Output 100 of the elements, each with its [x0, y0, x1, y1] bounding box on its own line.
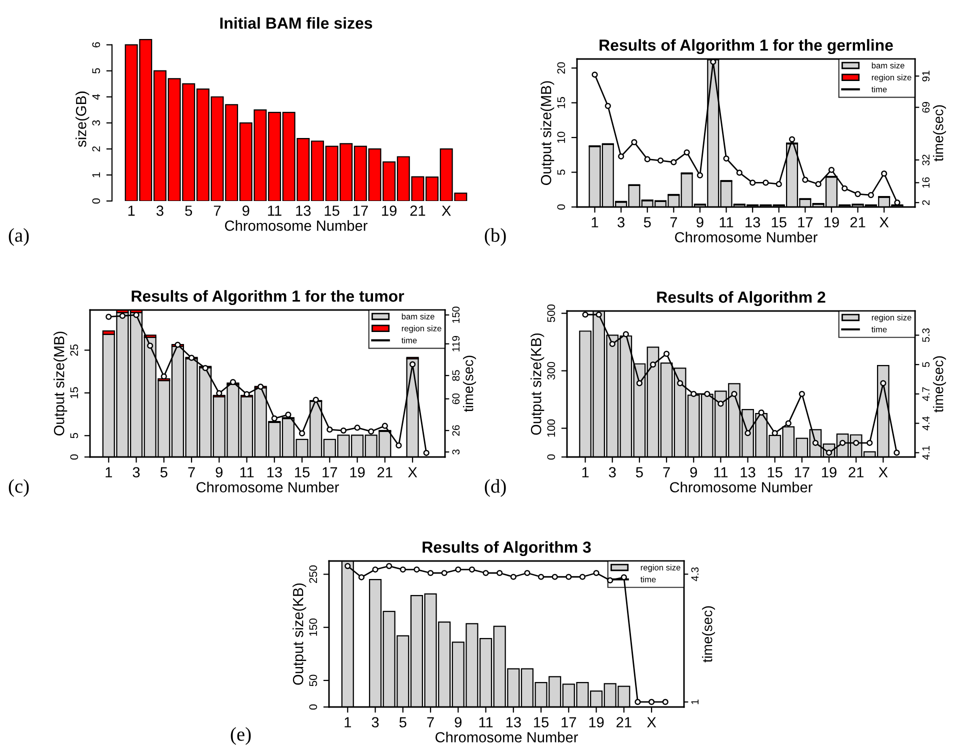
y-tick-label: 300	[547, 362, 556, 380]
text: (b)	[484, 228, 506, 246]
y-tick-label: 2	[92, 146, 100, 152]
legend-label: region size	[872, 314, 912, 322]
x-tick-label: 17	[798, 217, 813, 228]
x-tick-label: 15	[768, 467, 782, 478]
chart-title: Results of Algorithm 3	[422, 541, 591, 556]
x-tick-label: 1	[128, 206, 135, 216]
y-tick-label: 0	[92, 198, 100, 204]
x-tick-label: 15	[295, 467, 310, 478]
y2-tick-label: 16	[922, 177, 930, 188]
x-tick-label: 21	[410, 206, 426, 216]
y-tick-label: 250	[309, 565, 318, 583]
x-tick-label: 7	[670, 217, 677, 228]
x-tick-label: 3	[372, 717, 379, 728]
x-tick-label: 5	[636, 467, 643, 478]
legend-label: bam size	[402, 313, 434, 320]
x-tick-label: 21	[616, 717, 632, 728]
legend-label: region size	[640, 564, 680, 572]
y2-tick-label: 4.3	[691, 567, 699, 582]
x-tick-label: 19	[824, 217, 839, 228]
y-tick-label: 0	[309, 704, 318, 710]
x-axis-title: Chromosome Number	[670, 482, 812, 492]
y-tick-label: 25	[70, 344, 78, 356]
x-tick-label: 17	[353, 206, 368, 216]
legend-label: time	[871, 326, 887, 332]
x-tick-label: 7	[214, 206, 221, 216]
y-tick-label: 0	[557, 204, 566, 210]
x-tick-label: 13	[740, 467, 756, 478]
x-tick-label: 5	[185, 206, 192, 216]
y-tick-label: 5	[92, 68, 100, 74]
y-tick-label: 10	[557, 132, 566, 143]
x-tick-label: 15	[772, 217, 786, 228]
y-tick-label: 15	[557, 97, 566, 108]
y-tick-label: 50	[309, 674, 318, 686]
y2-tick-label: 119	[452, 336, 460, 352]
chart-title: Results of Algorithm 1 for the tumor	[132, 290, 404, 306]
x-tick-label: 11	[479, 717, 493, 728]
x-tick-label: 17	[322, 467, 338, 478]
x-tick-label: 5	[160, 467, 168, 478]
y-tick-label: 1	[92, 172, 100, 178]
x-tick-label: 7	[188, 467, 195, 478]
x-tick-label: 7	[663, 467, 670, 478]
x-tick-label: 9	[242, 206, 250, 216]
y2-tick-label: 1	[691, 700, 698, 704]
x-tick-label: 19	[589, 717, 604, 728]
x-axis-title: Chromosome Number	[436, 732, 578, 742]
x-tick-label: 5	[399, 717, 406, 728]
x-tick-label: 9	[696, 217, 704, 228]
x-tick-label: 1	[592, 217, 598, 228]
x-axis-title: Chromosome Number	[225, 220, 368, 231]
x-tick-label: 1	[582, 467, 589, 478]
y-axis-title: Output size(KB)	[292, 583, 306, 685]
y-axis-title: Output size(KB)	[530, 333, 544, 435]
y2-tick-label: 2	[922, 200, 930, 205]
y2-axis-title: time(sec)	[702, 606, 715, 662]
x-tick-label: 5	[644, 217, 651, 228]
x-tick-label: X	[442, 206, 451, 216]
y2-tick-label: 5	[922, 362, 930, 368]
x-tick-label: X	[878, 467, 888, 478]
y-tick-label: 20	[557, 62, 566, 74]
y2-tick-label: 5.3	[922, 328, 930, 342]
y-axis-title: size(GB)	[76, 92, 90, 147]
chart-title: Results of Algorithm 1 for the germline	[600, 39, 893, 54]
x-axis-title: Chromosome Number	[196, 482, 339, 492]
x-tick-label: X	[647, 717, 656, 728]
y-axis-title: Output size(MB)	[54, 332, 68, 436]
x-tick-label: 11	[240, 467, 254, 478]
x-tick-label: 11	[714, 467, 728, 478]
y-tick-label: 15	[70, 387, 78, 398]
x-tick-label: 21	[850, 217, 866, 228]
legend-label: time	[640, 576, 656, 582]
x-tick-label: 3	[156, 206, 164, 216]
legend-label: time	[871, 86, 887, 92]
y2-tick-label: 69	[922, 102, 930, 113]
y2-tick-label: 60	[452, 393, 460, 404]
x-tick-label: X	[408, 467, 418, 478]
y2-tick-label: 85	[452, 370, 460, 381]
x-tick-label: 13	[746, 217, 760, 228]
x-tick-label: 17	[562, 717, 576, 728]
y2-tick-label: 4.4	[922, 416, 930, 430]
legend-label: region size	[872, 74, 912, 82]
y-tick-label: 0	[70, 454, 78, 460]
x-tick-label: 19	[822, 467, 836, 478]
x-tick-label: 19	[350, 467, 365, 478]
y-tick-label: 5	[70, 433, 78, 438]
x-tick-label: 15	[534, 717, 549, 728]
legend-label: region size	[402, 325, 442, 334]
y-tick-label: 0	[547, 454, 556, 460]
x-tick-label: 15	[324, 206, 340, 216]
y-tick-label: 500	[547, 304, 556, 322]
y2-axis-title: time(sec)	[933, 356, 946, 412]
x-tick-label: 3	[132, 467, 140, 478]
x-tick-label: 9	[454, 717, 462, 728]
x-tick-label: 13	[267, 467, 282, 478]
text: (c)	[8, 479, 29, 497]
x-tick-label: 9	[690, 467, 697, 478]
y-tick-label: 5	[557, 170, 566, 175]
y-tick-label: 3	[92, 120, 100, 126]
y2-axis-title: time(sec)	[463, 356, 476, 412]
